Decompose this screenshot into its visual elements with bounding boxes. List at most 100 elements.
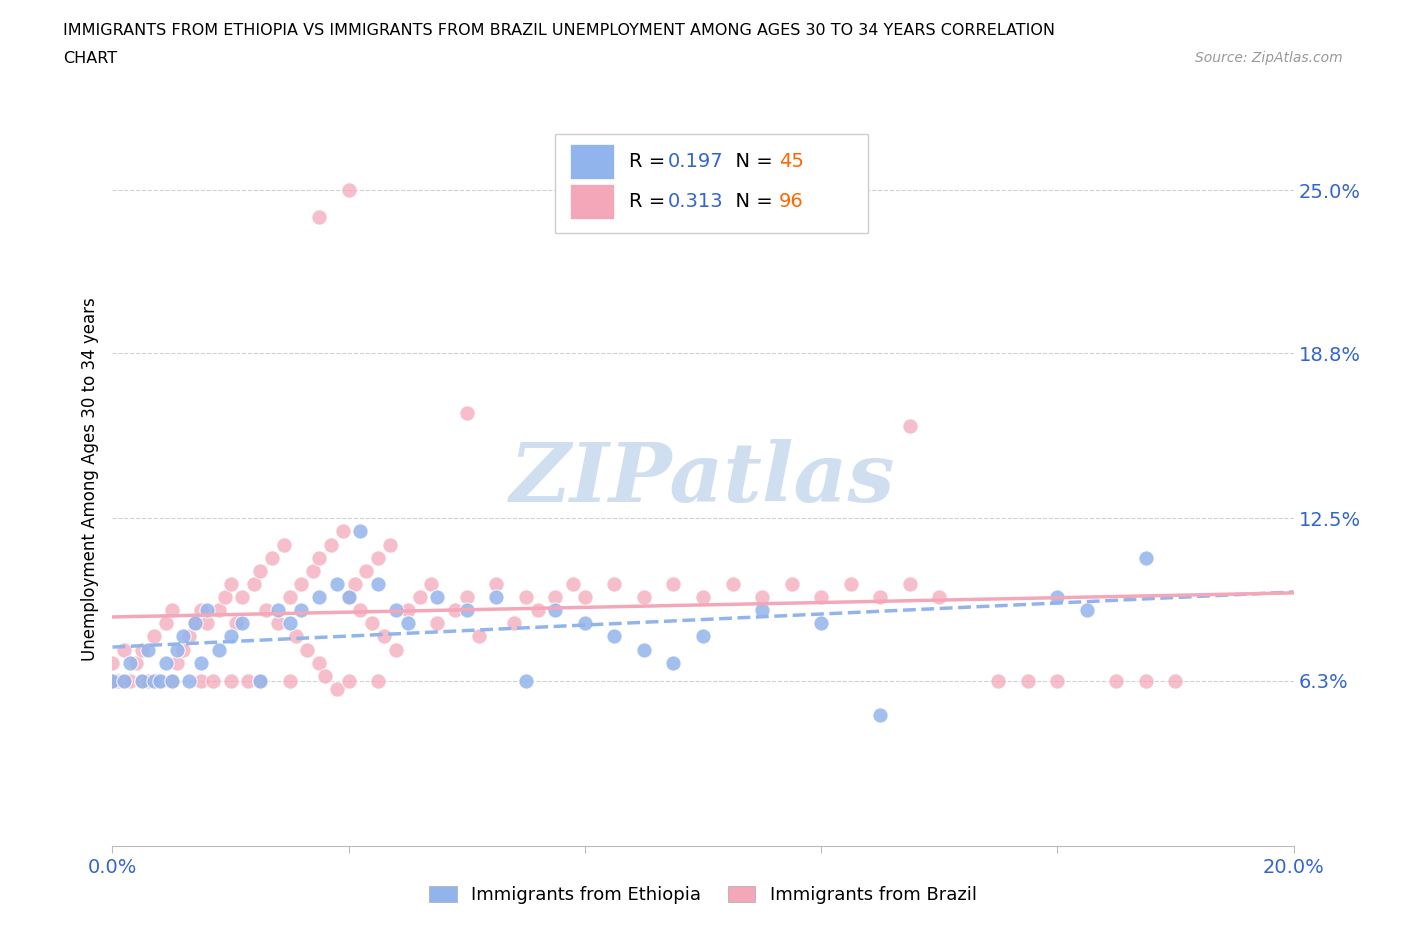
Point [1076, 603, 1098, 618]
Point [314, 669, 336, 684]
Point [142, 629, 165, 644]
Point [149, 673, 172, 688]
Point [308, 551, 330, 565]
Point [898, 577, 921, 591]
Point [349, 524, 371, 538]
Point [337, 590, 360, 604]
Point [155, 616, 177, 631]
Point [485, 577, 508, 591]
Point [356, 564, 378, 578]
Point [898, 419, 921, 434]
Legend: Immigrants from Ethiopia, Immigrants from Brazil: Immigrants from Ethiopia, Immigrants fro… [422, 879, 984, 911]
Point [166, 655, 188, 670]
Point [184, 616, 207, 631]
Point [692, 629, 714, 644]
Point [1164, 673, 1187, 688]
Point [290, 577, 312, 591]
Point [928, 590, 950, 604]
Point [456, 590, 478, 604]
Point [408, 590, 430, 604]
Point [662, 577, 685, 591]
Point [332, 524, 354, 538]
Point [278, 616, 301, 631]
Point [1017, 673, 1039, 688]
Point [231, 616, 253, 631]
Point [326, 577, 349, 591]
Point [1046, 590, 1069, 604]
Point [219, 577, 242, 591]
Point [142, 673, 165, 688]
Point [367, 673, 389, 688]
Point [208, 642, 231, 657]
Point [467, 629, 489, 644]
Text: R =: R = [628, 153, 671, 171]
Point [136, 673, 159, 688]
Point [751, 590, 773, 604]
Point [574, 590, 596, 604]
Point [396, 616, 419, 631]
Point [396, 603, 419, 618]
Point [107, 673, 129, 688]
Point [112, 673, 135, 688]
Point [603, 577, 626, 591]
Point [385, 642, 408, 657]
Point [603, 629, 626, 644]
FancyBboxPatch shape [569, 144, 614, 179]
Point [337, 673, 360, 688]
FancyBboxPatch shape [569, 183, 614, 219]
Point [243, 577, 266, 591]
Point [1105, 673, 1128, 688]
Point [160, 673, 183, 688]
Point [290, 603, 312, 618]
Point [120, 673, 142, 688]
Point [544, 603, 567, 618]
Point [125, 655, 148, 670]
Point [190, 673, 212, 688]
Point [515, 673, 537, 688]
Point [810, 590, 832, 604]
Point [308, 655, 330, 670]
Point [101, 673, 124, 688]
Point [337, 590, 360, 604]
Point [179, 629, 201, 644]
Point [361, 616, 384, 631]
Text: N =: N = [723, 192, 779, 211]
Point [420, 577, 443, 591]
Point [485, 590, 508, 604]
Point [444, 603, 467, 618]
Point [544, 590, 567, 604]
Text: N =: N = [723, 153, 779, 171]
Point [869, 590, 891, 604]
Point [219, 629, 242, 644]
Point [426, 590, 449, 604]
Point [131, 673, 153, 688]
Text: Source: ZipAtlas.com: Source: ZipAtlas.com [1195, 51, 1343, 65]
Point [780, 577, 803, 591]
Point [195, 616, 218, 631]
Point [426, 616, 449, 631]
Text: IMMIGRANTS FROM ETHIOPIA VS IMMIGRANTS FROM BRAZIL UNEMPLOYMENT AMONG AGES 30 TO: IMMIGRANTS FROM ETHIOPIA VS IMMIGRANTS F… [63, 23, 1056, 38]
Point [284, 629, 307, 644]
Point [120, 655, 142, 670]
Text: 0.197: 0.197 [668, 153, 723, 171]
Point [373, 629, 395, 644]
Point [131, 673, 153, 688]
Point [633, 642, 655, 657]
Point [367, 577, 389, 591]
Point [155, 655, 177, 670]
Point [208, 603, 231, 618]
Point [810, 616, 832, 631]
Point [231, 590, 253, 604]
Point [249, 564, 271, 578]
Point [662, 655, 685, 670]
Point [721, 577, 744, 591]
Point [112, 673, 135, 688]
Point [136, 642, 159, 657]
Point [367, 551, 389, 565]
Point [254, 603, 277, 618]
Point [273, 538, 295, 552]
Point [179, 673, 201, 688]
Point [249, 673, 271, 688]
Point [112, 642, 135, 657]
Point [343, 577, 366, 591]
